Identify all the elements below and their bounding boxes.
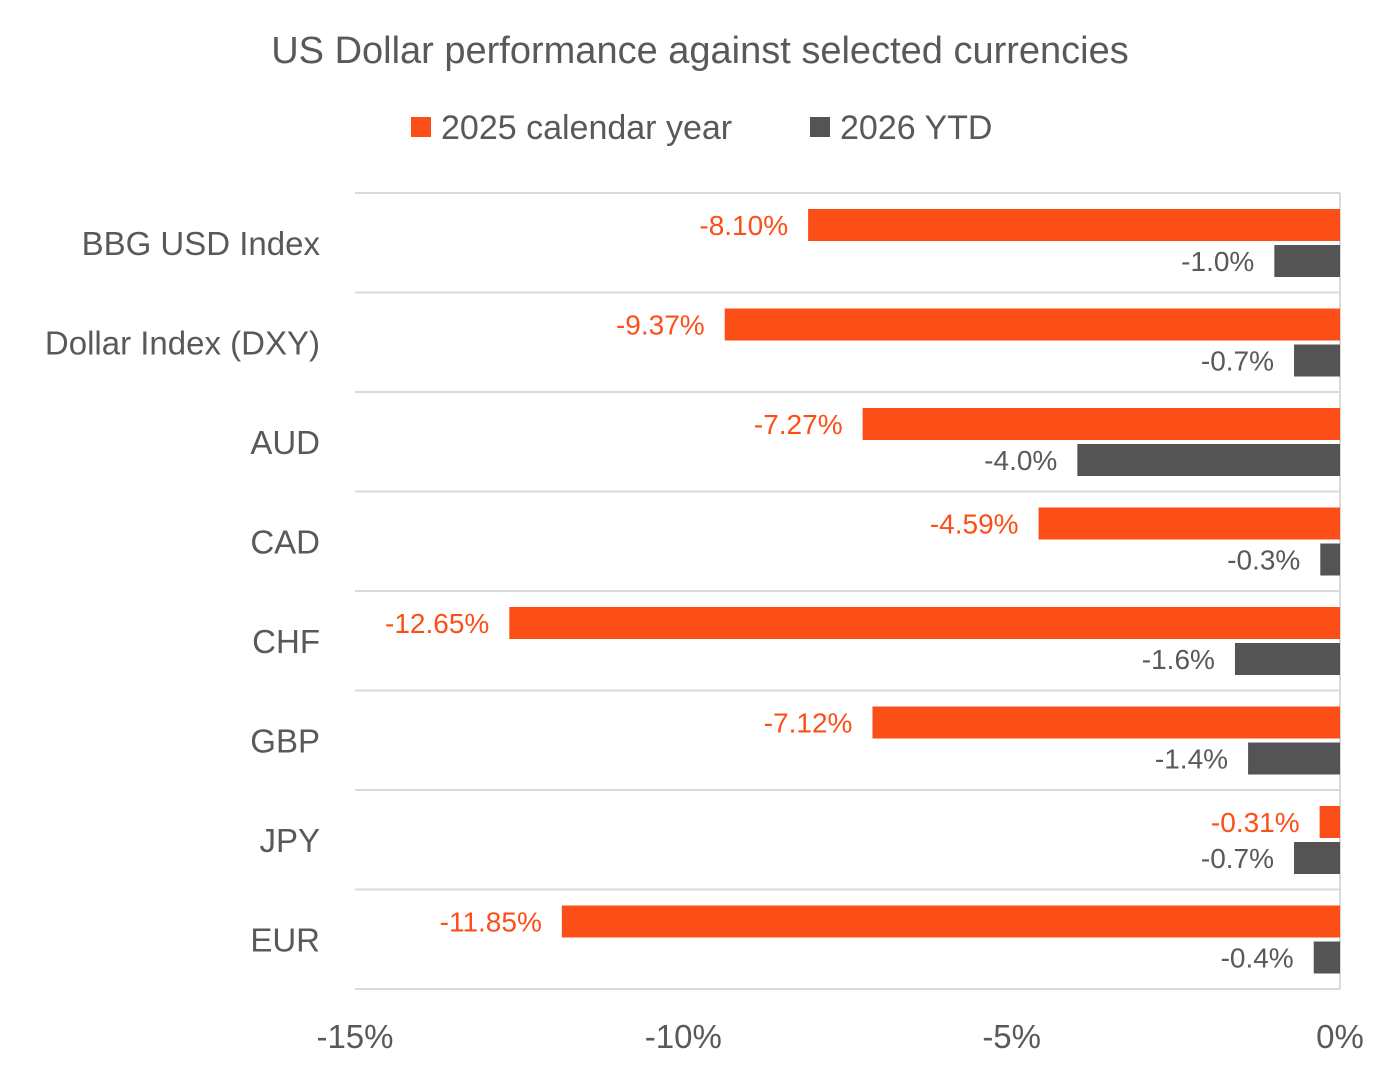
bar [1294, 344, 1340, 377]
data-label: -7.27% [754, 409, 843, 440]
legend-swatch [810, 117, 830, 137]
bar [862, 408, 1340, 440]
category-label: GBP [250, 722, 320, 759]
data-label: -1.6% [1142, 644, 1215, 675]
data-label: -0.7% [1201, 346, 1274, 377]
x-tick-label: -15% [316, 1018, 393, 1055]
bar [561, 905, 1340, 938]
data-label: -12.65% [385, 608, 489, 639]
bar [724, 308, 1340, 341]
bar [872, 706, 1340, 739]
category-label: Dollar Index (DXY) [45, 324, 320, 361]
bar [1038, 507, 1340, 540]
bar [1313, 941, 1340, 974]
data-label: -7.12% [764, 708, 853, 739]
data-label: -0.3% [1227, 545, 1300, 576]
category-labels: BBG USD Index Dollar Index (DXY) AUD CAD CHF… [45, 225, 321, 959]
data-label: -1.0% [1181, 246, 1254, 277]
data-label: -1.4% [1155, 744, 1228, 775]
category-label: AUD [250, 424, 320, 461]
legend-swatch [411, 117, 431, 137]
bar [808, 209, 1340, 241]
category-label: CHF [252, 623, 320, 660]
legend-label: 2026 YTD [840, 109, 992, 147]
category-label: EUR [250, 921, 320, 958]
bar [1234, 643, 1340, 675]
x-tick-label: 0% [1316, 1018, 1364, 1055]
data-label: -0.31% [1211, 807, 1300, 838]
x-axis-ticks: -15% -10% -5% 0% [316, 1018, 1363, 1055]
data-label: -0.4% [1221, 943, 1294, 974]
data-label: -4.59% [930, 509, 1019, 540]
category-label: JPY [259, 822, 320, 859]
bar [1294, 842, 1340, 874]
category-label: BBG USD Index [82, 225, 321, 262]
data-label: -4.0% [984, 445, 1057, 476]
data-label: -9.37% [616, 310, 705, 341]
bar [1319, 806, 1340, 838]
bar [509, 607, 1341, 639]
data-label: -8.10% [699, 210, 788, 241]
legend-label: 2025 calendar year [441, 109, 732, 147]
x-tick-label: -5% [982, 1018, 1041, 1055]
bar [1248, 742, 1340, 775]
legend: 2025 calendar year 2026 YTD [411, 109, 992, 147]
category-label: CAD [250, 523, 320, 560]
x-tick-label: -10% [645, 1018, 722, 1055]
bar [1274, 245, 1340, 277]
data-label: -0.7% [1201, 843, 1274, 874]
bar [1077, 444, 1340, 476]
chart-title: US Dollar performance against selected c… [271, 30, 1129, 72]
data-label: -11.85% [440, 907, 542, 938]
bar [1320, 543, 1340, 576]
bars: -8.10% -1.0% -9.37% -0.7% -7.27% -4.0% -4.59% -… [385, 209, 1341, 974]
